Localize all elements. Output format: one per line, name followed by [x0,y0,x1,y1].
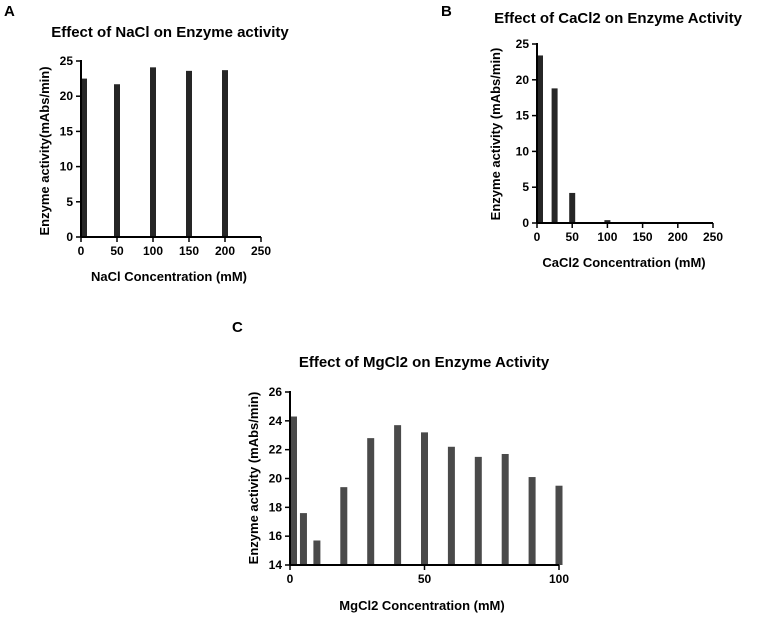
bar [290,416,297,565]
y-axis-label: Enzyme activity(mAbs/min) [37,66,52,235]
bar [114,84,120,237]
panel-letter: A [4,3,15,20]
axes: 14 16 18 20 22 24 26 0 50 100 [269,385,570,586]
x-tick-label: 50 [566,230,580,244]
bar [569,192,576,223]
y-tick-label: 0 [522,216,529,230]
chart-title: Effect of CaCl2 on Enzyme Activity [494,10,742,27]
bars [290,416,563,566]
bar [186,70,192,237]
bar [604,220,611,223]
chart-title: Effect of MgCl2 on Enzyme Activity [299,354,550,371]
bar [313,540,321,565]
x-tick-label: 0 [534,230,541,244]
x-tick-label: 100 [549,572,569,586]
y-tick-label: 14 [269,558,283,572]
x-axis-label: NaCl Concentration (mM) [91,269,247,284]
bar [474,456,482,566]
x-tick-label: 150 [633,230,653,244]
bar [222,70,228,238]
bar [528,477,536,565]
panel-letter: C [232,319,243,336]
x-tick-label: 150 [179,244,199,258]
x-tick-label: 250 [703,230,723,244]
bar [501,453,509,565]
y-tick-label: 24 [269,414,283,428]
y-tick-label: 16 [269,529,283,543]
y-tick-label: 10 [60,160,74,174]
x-tick-label: 100 [143,244,163,258]
bar [555,485,563,565]
y-tick-label: 20 [516,73,530,87]
bar [299,513,307,565]
y-tick-label: 20 [269,472,283,486]
y-tick-label: 20 [60,89,74,103]
y-tick-label: 5 [66,195,73,209]
x-tick-label: 0 [78,244,85,258]
panel-letter: B [441,3,452,20]
y-axis-label: Enzyme activity (mAbs/min) [488,48,503,221]
y-tick-label: 18 [269,500,283,514]
y-tick-label: 5 [522,180,529,194]
bar [367,438,375,565]
bar [150,67,156,237]
y-tick-label: 15 [60,124,74,138]
bar [340,487,348,565]
y-tick-label: 22 [269,443,283,457]
y-tick-label: 26 [269,385,283,399]
bar [537,55,543,224]
bar [394,425,402,565]
panel-a: A Effect of NaCl on Enzyme activity NaCl… [4,3,289,284]
x-tick-label: 50 [418,572,432,586]
x-tick-label: 50 [110,244,124,258]
y-axis-label: Enzyme activity (mAbs/min) [246,392,261,565]
bars [537,55,681,224]
x-tick-label: 200 [668,230,688,244]
y-tick-label: 0 [66,230,73,244]
y-tick-label: 10 [516,144,530,158]
panel-c: C Effect of MgCl2 on Enzyme Activity MgC… [232,319,569,613]
x-tick-label: 200 [215,244,235,258]
x-axis-label: MgCl2 Concentration (mM) [339,598,504,613]
bar [81,78,87,237]
x-tick-label: 0 [287,572,294,586]
y-tick-label: 25 [60,54,74,68]
bar [421,432,428,565]
x-axis-label: CaCl2 Concentration (mM) [542,255,705,270]
bar [447,446,455,565]
bars [81,67,228,238]
y-tick-label: 15 [516,109,530,123]
bar [551,88,558,223]
chart-title: Effect of NaCl on Enzyme activity [51,24,289,41]
panel-b: B Effect of CaCl2 on Enzyme Activity CaC… [441,3,743,270]
x-tick-label: 100 [597,230,617,244]
x-tick-label: 250 [251,244,271,258]
y-tick-label: 25 [516,37,530,51]
